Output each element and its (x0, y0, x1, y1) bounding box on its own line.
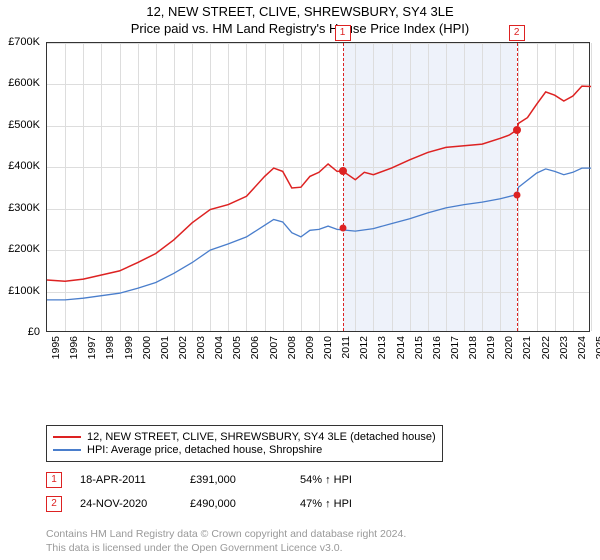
sale-price-1: £391,000 (190, 474, 300, 486)
series-hpi-line (47, 168, 591, 300)
legend-item: HPI: Average price, detached house, Shro… (53, 444, 436, 456)
sale-row-1: 1 18-APR-2011 £391,000 54% ↑ HPI (46, 472, 410, 488)
sale-marker-1 (339, 167, 347, 175)
x-axis-label: 1997 (86, 336, 98, 359)
x-axis-label: 2014 (395, 336, 407, 359)
x-axis-label: 2021 (521, 336, 533, 359)
x-axis-label: 2011 (340, 336, 352, 359)
legend-label: HPI: Average price, detached house, Shro… (87, 444, 322, 456)
x-axis-label: 2022 (540, 336, 552, 359)
legend-swatch (53, 449, 81, 451)
event-line-2 (517, 43, 518, 331)
sale-marker-2 (513, 126, 521, 134)
x-axis-label: 2006 (249, 336, 261, 359)
legend: 12, NEW STREET, CLIVE, SHREWSBURY, SY4 3… (46, 425, 443, 462)
x-axis-label: 1996 (68, 336, 80, 359)
x-axis-label: 2010 (322, 336, 334, 359)
x-axis-label: 2018 (467, 336, 479, 359)
x-axis-label: 2015 (413, 336, 425, 359)
x-axis-label: 2003 (195, 336, 207, 359)
legend-swatch (53, 436, 81, 438)
x-axis-label: 2007 (268, 336, 280, 359)
x-axis-label: 2013 (376, 336, 388, 359)
legend-item: 12, NEW STREET, CLIVE, SHREWSBURY, SY4 3… (53, 431, 436, 443)
x-axis-label: 2005 (231, 336, 243, 359)
legend-label: 12, NEW STREET, CLIVE, SHREWSBURY, SY4 3… (87, 431, 436, 443)
sale-date-2: 24-NOV-2020 (80, 498, 190, 510)
hpi-marker-2 (513, 192, 520, 199)
x-axis-label: 2004 (213, 336, 225, 359)
x-axis-label: 2019 (485, 336, 497, 359)
sale-flag-2: 2 (46, 496, 62, 512)
y-axis-label: £100K (8, 285, 40, 297)
footer-line-2: This data is licensed under the Open Gov… (46, 542, 406, 556)
event-flag-2: 2 (509, 25, 525, 41)
x-gridline (591, 43, 592, 331)
sale-delta-2: 47% ↑ HPI (300, 498, 410, 510)
x-axis-label: 1998 (104, 336, 116, 359)
y-axis-label: £200K (8, 243, 40, 255)
x-axis-label: 2000 (141, 336, 153, 359)
x-axis-label: 2023 (558, 336, 570, 359)
series-property-line (47, 86, 591, 281)
hpi-marker-1 (339, 224, 346, 231)
plot-area: 12 (46, 42, 590, 332)
y-axis-label: £500K (8, 119, 40, 131)
sale-price-2: £490,000 (190, 498, 300, 510)
x-axis-label: 2016 (431, 336, 443, 359)
sale-flag-1: 1 (46, 472, 62, 488)
x-axis-label: 1999 (123, 336, 135, 359)
x-axis-label: 1995 (50, 336, 62, 359)
sale-row-2: 2 24-NOV-2020 £490,000 47% ↑ HPI (46, 496, 410, 512)
x-axis-label: 2002 (177, 336, 189, 359)
x-axis-label: 2024 (576, 336, 588, 359)
y-axis-label: £700K (8, 36, 40, 48)
x-axis-label: 2020 (503, 336, 515, 359)
sale-date-1: 18-APR-2011 (80, 474, 190, 486)
page-title: 12, NEW STREET, CLIVE, SHREWSBURY, SY4 3… (0, 4, 600, 19)
x-axis-label: 2017 (449, 336, 461, 359)
x-axis-label: 2001 (159, 336, 171, 359)
y-axis-label: £600K (8, 77, 40, 89)
footer: Contains HM Land Registry data © Crown c… (46, 528, 406, 555)
x-axis-label: 2009 (304, 336, 316, 359)
event-flag-1: 1 (335, 25, 351, 41)
chart-container: 12 £0£100K£200K£300K£400K£500K£600K£700K… (46, 42, 590, 372)
x-axis-label: 2012 (358, 336, 370, 359)
x-axis-label: 2008 (286, 336, 298, 359)
y-axis-label: £400K (8, 160, 40, 172)
event-line-1 (343, 43, 344, 331)
y-axis-label: £300K (8, 202, 40, 214)
sale-delta-1: 54% ↑ HPI (300, 474, 410, 486)
y-axis-label: £0 (28, 326, 40, 338)
series-lines (47, 43, 591, 333)
x-axis-label: 2025 (594, 336, 600, 359)
footer-line-1: Contains HM Land Registry data © Crown c… (46, 528, 406, 542)
